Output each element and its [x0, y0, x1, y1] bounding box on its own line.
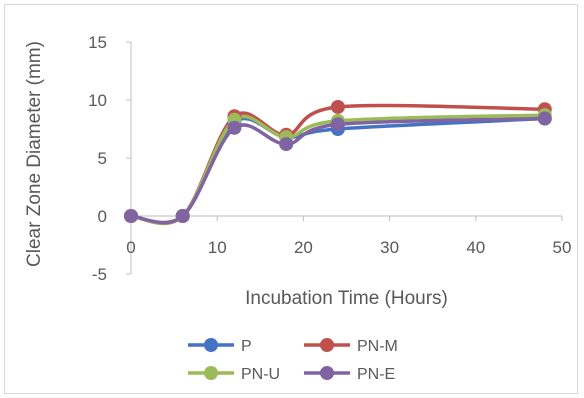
y-tick-label: -5	[92, 265, 107, 284]
legend: P PN-M PN-U PN-E	[188, 338, 398, 383]
legend-label: PN-E	[357, 366, 395, 383]
y-axis-title: Clear Zone Diameter (mm)	[24, 41, 45, 267]
axes	[130, 42, 562, 274]
x-tick-label: 0	[126, 238, 135, 257]
y-tick-labels: -5 0 5 10 15	[88, 33, 131, 284]
y-tick-label: 0	[98, 207, 107, 226]
legend-item-pn-e: PN-E	[304, 366, 395, 383]
legend-item-pn-u: PN-U	[188, 366, 280, 383]
data-point-pn-e	[279, 137, 294, 152]
legend-swatch-marker	[320, 366, 334, 380]
legend-item-pn-m: PN-M	[304, 338, 398, 355]
data-point-pn-m	[330, 99, 345, 114]
x-tick-label: 30	[380, 238, 399, 257]
series-markers	[124, 99, 552, 223]
legend-label: PN-U	[241, 366, 280, 383]
legend-label: PN-M	[357, 338, 398, 355]
legend-swatch-marker	[204, 366, 218, 380]
data-point-pn-e	[330, 117, 345, 132]
data-point-pn-e	[175, 209, 190, 223]
legend-swatch-marker	[204, 338, 218, 352]
x-tick-label: 50	[553, 238, 572, 257]
y-tick-label: 5	[98, 149, 107, 168]
data-point-pn-e	[537, 111, 552, 126]
chart-area	[4, 4, 578, 394]
legend-label: P	[241, 338, 252, 355]
y-tick-label: 15	[88, 33, 107, 52]
x-tick-label: 40	[466, 238, 485, 257]
x-axis-title: Incubation Time (Hours)	[245, 288, 448, 309]
x-tick-label: 20	[294, 238, 313, 257]
legend-item-p: P	[188, 338, 252, 355]
y-tick-label: 10	[88, 91, 107, 110]
data-point-pn-e	[227, 120, 242, 135]
legend-swatch-marker	[320, 338, 334, 352]
x-tick-label: 10	[208, 238, 227, 257]
data-point-pn-e	[124, 209, 138, 223]
x-tick-labels: 0 10 20 30 40 50	[126, 216, 571, 257]
